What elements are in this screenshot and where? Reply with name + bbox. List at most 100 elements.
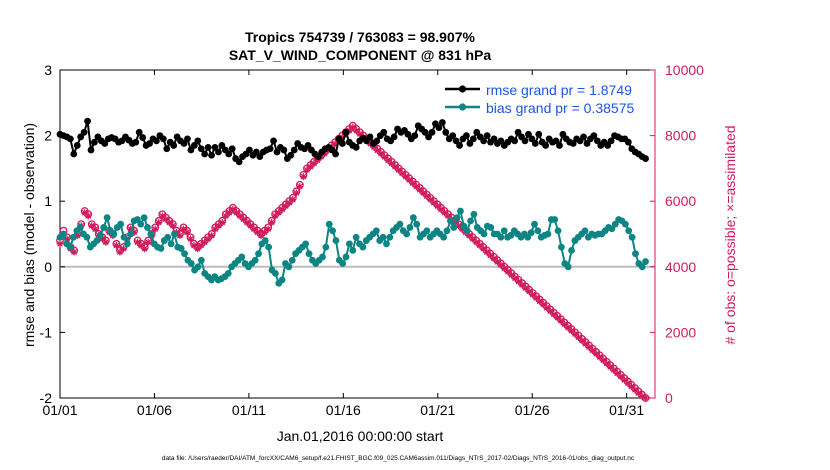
rmse-point [449,132,457,140]
obs-assimilated-point [243,219,251,227]
bias-point [325,220,333,228]
rmse-point [215,148,222,156]
obs-assimilated-point [426,196,434,204]
obs-assimilated-point [179,225,187,233]
rmse-point [73,142,81,149]
bias-point [396,220,404,228]
rmse-point [480,137,488,145]
obs-assimilated-point [564,323,572,331]
obs-assimilated-point [469,235,477,243]
bias-point [144,224,151,231]
bias-point [383,240,390,248]
rmse-point [411,132,419,140]
obs-assimilated-point [285,199,293,207]
obs-assimilated-point [268,219,276,227]
obs-assimilated-point [370,143,378,151]
obs-assimilated-point [158,212,166,220]
bias-point [581,227,589,235]
obs-assimilated-point [578,337,586,345]
bias-point [187,260,195,267]
obs-assimilated-point [257,232,265,240]
obs-assimilated-point [119,245,127,253]
obs-assimilated-point [338,133,346,141]
obs-assimilated-point [250,225,258,233]
obs-assimilated-point [419,189,427,197]
obs-assimilated-point [81,209,89,217]
obs-assimilated-point [151,225,159,233]
bias-point [103,214,111,222]
obs-assimilated-point [306,163,314,171]
rmse-point [607,137,615,145]
data-file-footer: data file: /Users/raeder/DAI/ATM_forcXX/… [162,455,635,462]
x-tick-label: 01/26 [515,402,550,418]
obs-assimilated-point [409,179,417,187]
bias-point [621,220,629,228]
rmse-point [70,150,78,158]
bias-point [568,247,575,254]
obs-assimilated-point [493,258,501,266]
rmse-point [590,132,598,140]
rmse-point [463,132,470,140]
bias-point [76,224,84,231]
obs-assimilated-point [433,202,441,210]
rmse-point [373,137,381,145]
obs-assimilated-point [635,389,643,397]
rmse-point [280,146,288,154]
bias-point [157,245,165,252]
obs-assimilated-point [165,219,173,227]
obs-assimilated-point [373,146,381,154]
y-left-tick-label: 0 [44,259,52,275]
obs-assimilated-point [567,327,575,335]
obs-assimilated-point [476,241,484,249]
obs-assimilated-point [497,261,505,269]
rmse-point [235,158,243,166]
rmse-point [139,134,147,141]
y-right-tick-label: 4000 [665,259,696,275]
obs-assimilated-point [465,232,473,240]
obs-assimilated-point [123,235,131,243]
y-right-tick-label: 6000 [665,193,696,209]
obs-assimilated-point [606,363,614,371]
obs-assimilated-point [246,222,254,230]
rmse-point [66,135,74,143]
y-left-tick-label: 1 [44,193,52,209]
obs-assimilated-point [642,394,650,402]
bias-point [339,260,347,267]
obs-assimilated-point [127,225,135,233]
bias-point [261,237,269,244]
obs-assimilated-point [356,130,364,138]
obs-assimilated-point [222,212,230,220]
rmse-point [531,140,539,147]
obs-assimilated-point [299,173,307,181]
y-axis-right-label: # of obs: o=possible; ×=assimilated [722,125,738,344]
obs-assimilated-point [331,140,339,148]
bias-point [413,220,421,228]
obs-assimilated-point [515,278,523,286]
bias-point [305,250,313,258]
obs-assimilated-point [278,205,286,213]
bias-point [224,269,232,277]
legend-bias-label: bias grand pr = 0.38575 [486,100,634,116]
obs-assimilated-point [84,212,92,220]
obs-assimilated-point [254,228,262,236]
obs-assimilated-point [88,222,96,230]
obs-assimilated-point [589,346,597,354]
obs-assimilated-point [599,356,607,364]
rmse-point [435,124,443,132]
rmse-point [228,145,236,153]
obs-assimilated-point [444,212,452,220]
rmse-point [438,119,446,126]
rmse-point [624,138,632,146]
bias-point [171,230,178,238]
obs-assimilated-point [162,215,170,223]
bias-point [137,220,145,228]
bias-point [181,250,188,258]
rmse-point [542,142,550,149]
obs-assimilated-point [204,235,212,243]
bias-point [359,243,367,251]
obs-assimilated-point [617,373,625,381]
rmse-point [208,151,215,159]
obs-assimilated-point [511,274,519,282]
bias-point [450,224,458,231]
obs-assimilated-point [264,225,272,233]
